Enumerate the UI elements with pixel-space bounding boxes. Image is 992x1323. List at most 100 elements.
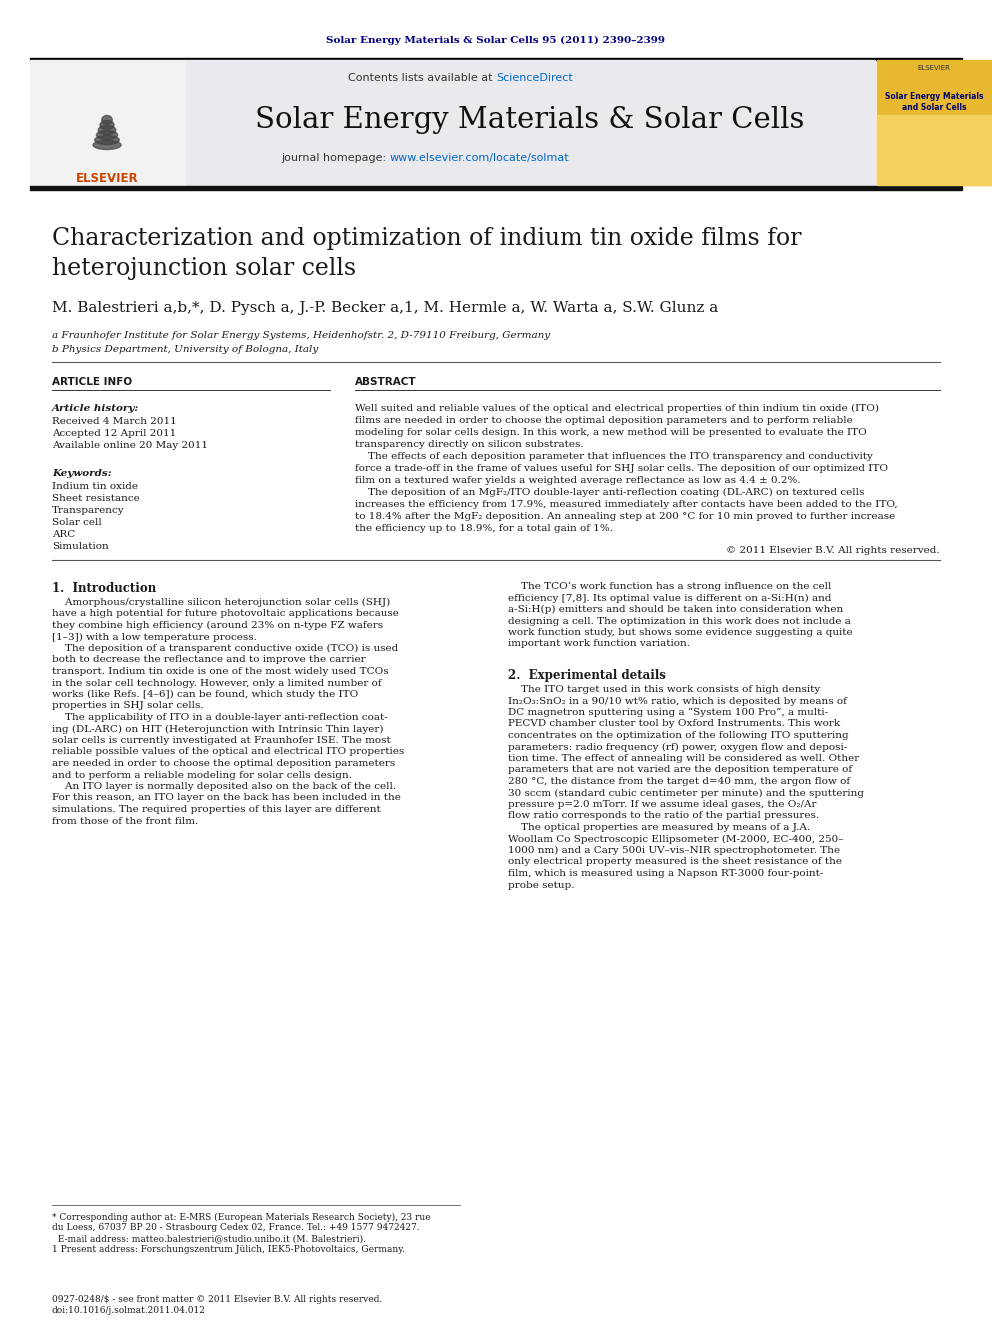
Text: flow ratio corresponds to the ratio of the partial pressures.: flow ratio corresponds to the ratio of t… [508, 811, 819, 820]
Text: [1–3]) with a low temperature process.: [1–3]) with a low temperature process. [52, 632, 257, 642]
Text: pressure p=2.0 mTorr. If we assume ideal gases, the O₂/Ar: pressure p=2.0 mTorr. If we assume ideal… [508, 800, 816, 808]
Text: Solar cell: Solar cell [52, 519, 102, 527]
Text: 1 Present address: Forschungszentrum Jülich, IEK5-Photovoltaics, Germany.: 1 Present address: Forschungszentrum Jül… [52, 1245, 405, 1253]
Text: For this reason, an ITO layer on the back has been included in the: For this reason, an ITO layer on the bac… [52, 794, 401, 803]
Text: * Corresponding author at: E-MRS (European Materials Research Society), 23 rue: * Corresponding author at: E-MRS (Europe… [52, 1213, 431, 1222]
Text: Received 4 March 2011: Received 4 March 2011 [52, 417, 177, 426]
Ellipse shape [93, 140, 121, 149]
Text: film, which is measured using a Napson RT-3000 four-point-: film, which is measured using a Napson R… [508, 869, 823, 878]
Ellipse shape [95, 135, 119, 144]
Text: properties in SHJ solar cells.: properties in SHJ solar cells. [52, 701, 203, 710]
Bar [30, 187, 962, 191]
Text: the efficiency up to 18.9%, for a total gain of 1%.: the efficiency up to 18.9%, for a total … [355, 524, 613, 533]
Text: The ITO target used in this work consists of high density: The ITO target used in this work consist… [508, 685, 820, 695]
Text: only electrical property measured is the sheet resistance of the: only electrical property measured is the… [508, 857, 842, 867]
Ellipse shape [96, 131, 117, 139]
Bar [877, 60, 992, 185]
Text: In₂O₃:SnO₂ in a 90/10 wt% ratio, which is deposited by means of: In₂O₃:SnO₂ in a 90/10 wt% ratio, which i… [508, 696, 847, 705]
Text: Sheet resistance: Sheet resistance [52, 493, 140, 503]
Text: from those of the front film.: from those of the front film. [52, 816, 198, 826]
Text: 1.  Introduction: 1. Introduction [52, 582, 157, 595]
Text: modeling for solar cells design. In this work, a new method will be presented to: modeling for solar cells design. In this… [355, 429, 867, 437]
Text: Keywords:: Keywords: [52, 468, 112, 478]
Text: The deposition of a transparent conductive oxide (TCO) is used: The deposition of a transparent conducti… [52, 644, 398, 654]
Text: Solar Energy Materials & Solar Cells 95 (2011) 2390–2399: Solar Energy Materials & Solar Cells 95 … [326, 36, 666, 45]
Text: increases the efficiency from 17.9%, measured immediately after contacts have be: increases the efficiency from 17.9%, mea… [355, 500, 898, 509]
Text: transport. Indium tin oxide is one of the most widely used TCOs: transport. Indium tin oxide is one of th… [52, 667, 389, 676]
Text: force a trade-off in the frame of values useful for SHJ solar cells. The deposit: force a trade-off in the frame of values… [355, 464, 888, 474]
Text: they combine high efficiency (around 23% on n-type FZ wafers: they combine high efficiency (around 23%… [52, 620, 383, 630]
Text: ABSTRACT: ABSTRACT [355, 377, 417, 388]
Text: reliable possible values of the optical and electrical ITO properties: reliable possible values of the optical … [52, 747, 405, 757]
Text: heterojunction solar cells: heterojunction solar cells [52, 257, 356, 279]
Text: Accepted 12 April 2011: Accepted 12 April 2011 [52, 429, 177, 438]
Text: The deposition of an MgF₂/ITO double-layer anti-reflection coating (DL-ARC) on t: The deposition of an MgF₂/ITO double-lay… [355, 488, 864, 497]
Text: Solar Energy Materials & Solar Cells: Solar Energy Materials & Solar Cells [255, 106, 805, 134]
Text: ELSEVIER: ELSEVIER [918, 65, 950, 71]
Text: The applicability of ITO in a double-layer anti-reflection coat-: The applicability of ITO in a double-lay… [52, 713, 388, 722]
Text: ELSEVIER: ELSEVIER [75, 172, 138, 184]
Text: and to perform a reliable modeling for solar cells design.: and to perform a reliable modeling for s… [52, 770, 352, 779]
Ellipse shape [100, 120, 114, 130]
Text: journal homepage:: journal homepage: [282, 153, 390, 163]
Text: © 2011 Elsevier B.V. All rights reserved.: © 2011 Elsevier B.V. All rights reserved… [726, 546, 940, 556]
Text: probe setup.: probe setup. [508, 881, 574, 889]
Text: Characterization and optimization of indium tin oxide films for: Characterization and optimization of ind… [52, 226, 802, 250]
Text: Amorphous/crystalline silicon heterojunction solar cells (SHJ): Amorphous/crystalline silicon heterojunc… [52, 598, 390, 607]
Text: Transparency: Transparency [52, 505, 125, 515]
Text: to 18.4% after the MgF₂ deposition. An annealing step at 200 °C for 10 min prove: to 18.4% after the MgF₂ deposition. An a… [355, 512, 895, 521]
Text: M. Balestrieri a,b,*, D. Pysch a, J.-P. Becker a,1, M. Hermle a, W. Warta a, S.W: M. Balestrieri a,b,*, D. Pysch a, J.-P. … [52, 302, 718, 315]
Text: both to decrease the reflectance and to improve the carrier: both to decrease the reflectance and to … [52, 655, 366, 664]
Text: tion time. The effect of annealing will be considered as well. Other: tion time. The effect of annealing will … [508, 754, 859, 763]
Text: E-mail address: matteo.balestrieri@studio.unibo.it (M. Balestrieri).: E-mail address: matteo.balestrieri@studi… [52, 1234, 366, 1244]
Text: 2.  Experimental details: 2. Experimental details [508, 669, 666, 681]
Text: ScienceDirect: ScienceDirect [496, 73, 572, 83]
Text: designing a cell. The optimization in this work does not include a: designing a cell. The optimization in th… [508, 617, 851, 626]
Text: films are needed in order to choose the optimal deposition parameters and to per: films are needed in order to choose the … [355, 415, 853, 425]
Text: Well suited and reliable values of the optical and electrical properties of thin: Well suited and reliable values of the o… [355, 404, 879, 413]
Text: simulations. The required properties of this layer are different: simulations. The required properties of … [52, 804, 381, 814]
Text: solar cells is currently investigated at Fraunhofer ISE. The most: solar cells is currently investigated at… [52, 736, 391, 745]
Text: a-Si:H(p) emitters and should be taken into consideration when: a-Si:H(p) emitters and should be taken i… [508, 605, 843, 614]
Bar [877, 115, 992, 185]
Text: DC magnetron sputtering using a “System 100 Pro”, a multi-: DC magnetron sputtering using a “System … [508, 708, 828, 717]
Text: 1000 nm) and a Cary 500i UV–vis–NIR spectrophotometer. The: 1000 nm) and a Cary 500i UV–vis–NIR spec… [508, 845, 840, 855]
Text: Solar Energy Materials
and Solar Cells: Solar Energy Materials and Solar Cells [885, 93, 983, 111]
Text: 280 °C, the distance from the target d=40 mm, the argon flow of: 280 °C, the distance from the target d=4… [508, 777, 850, 786]
Bar [30, 60, 185, 185]
Text: Contents lists available at: Contents lists available at [348, 73, 496, 83]
Text: 30 sccm (standard cubic centimeter per minute) and the sputtering: 30 sccm (standard cubic centimeter per m… [508, 789, 864, 798]
Text: Available online 20 May 2011: Available online 20 May 2011 [52, 441, 208, 450]
Text: transparency directly on silicon substrates.: transparency directly on silicon substra… [355, 441, 583, 448]
Text: works (like Refs. [4–6]) can be found, which study the ITO: works (like Refs. [4–6]) can be found, w… [52, 691, 358, 699]
Text: parameters: radio frequency (rf) power, oxygen flow and deposi-: parameters: radio frequency (rf) power, … [508, 742, 847, 751]
Text: important work function variation.: important work function variation. [508, 639, 690, 648]
Ellipse shape [102, 115, 112, 124]
Text: ARC: ARC [52, 531, 75, 538]
Text: film on a textured wafer yields a weighted average reflectance as low as 4.4 ± 0: film on a textured wafer yields a weight… [355, 476, 801, 486]
Text: have a high potential for future photovoltaic applications because: have a high potential for future photovo… [52, 610, 399, 618]
Text: The optical properties are measured by means of a J.A.: The optical properties are measured by m… [508, 823, 810, 832]
Bar [30, 57, 962, 60]
Text: work function study, but shows some evidence suggesting a quite: work function study, but shows some evid… [508, 628, 853, 636]
Text: Article history:: Article history: [52, 404, 139, 413]
Ellipse shape [98, 126, 116, 135]
Text: doi:10.1016/j.solmat.2011.04.012: doi:10.1016/j.solmat.2011.04.012 [52, 1306, 206, 1315]
Text: a Fraunhofer Institute for Solar Energy Systems, Heidenhofstr. 2, D-79110 Freibu: a Fraunhofer Institute for Solar Energy … [52, 331, 551, 340]
Text: An ITO layer is normally deposited also on the back of the cell.: An ITO layer is normally deposited also … [52, 782, 396, 791]
Text: ing (DL-ARC) on HIT (Heterojunction with Intrinsic Thin layer): ing (DL-ARC) on HIT (Heterojunction with… [52, 725, 384, 734]
Text: ARTICLE INFO: ARTICLE INFO [52, 377, 132, 388]
Text: are needed in order to choose the optimal deposition parameters: are needed in order to choose the optima… [52, 759, 395, 767]
Text: www.elsevier.com/locate/solmat: www.elsevier.com/locate/solmat [390, 153, 569, 163]
Text: Indium tin oxide: Indium tin oxide [52, 482, 138, 491]
Text: PECVD chamber cluster tool by Oxford Instruments. This work: PECVD chamber cluster tool by Oxford Ins… [508, 720, 840, 729]
Bar [185, 60, 875, 185]
Text: Woollam Co Spectroscopic Ellipsometer (M-2000, EC-400, 250–: Woollam Co Spectroscopic Ellipsometer (M… [508, 835, 843, 844]
Text: The effects of each deposition parameter that influences the ITO transparency an: The effects of each deposition parameter… [355, 452, 873, 460]
Text: concentrates on the optimization of the following ITO sputtering: concentrates on the optimization of the … [508, 732, 848, 740]
Text: parameters that are not varied are the deposition temperature of: parameters that are not varied are the d… [508, 766, 852, 774]
Text: b Physics Department, University of Bologna, Italy: b Physics Department, University of Bolo… [52, 344, 318, 353]
Text: efficiency [7,8]. Its optimal value is different on a-Si:H(n) and: efficiency [7,8]. Its optimal value is d… [508, 594, 831, 602]
Text: du Loess, 67037 BP 20 - Strasbourg Cedex 02, France. Tel.: +49 1577 9472427.: du Loess, 67037 BP 20 - Strasbourg Cedex… [52, 1224, 420, 1233]
Text: The TCO’s work function has a strong influence on the cell: The TCO’s work function has a strong inf… [508, 582, 831, 591]
